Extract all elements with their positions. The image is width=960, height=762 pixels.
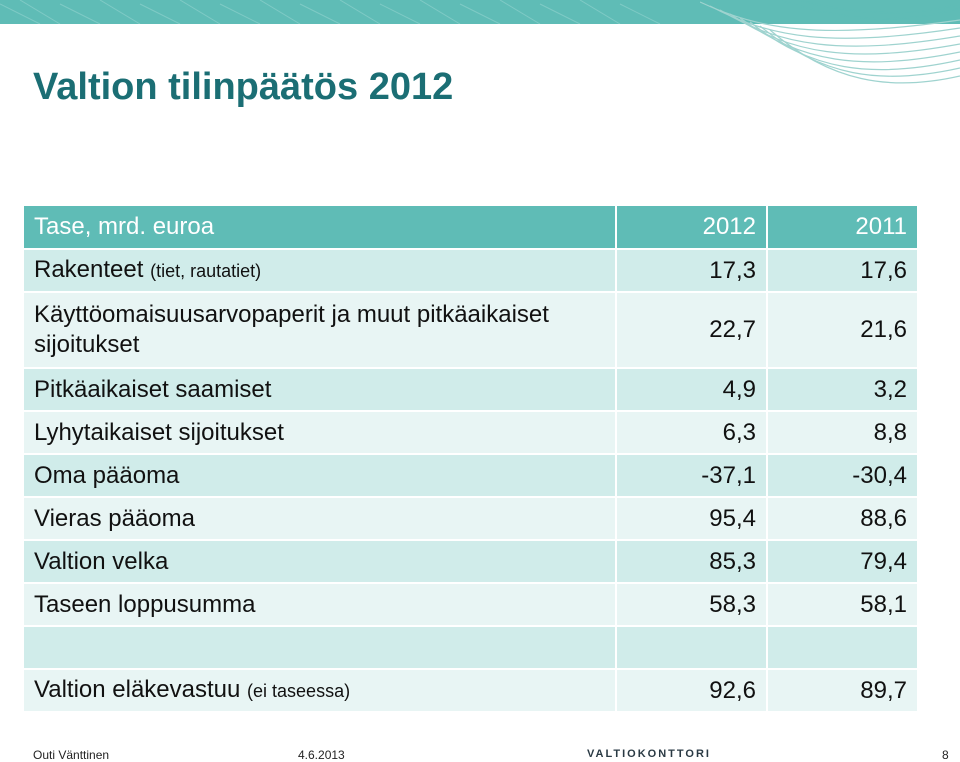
table-row: Pitkäaikaiset saamiset 4,9 3,2 — [22, 367, 919, 412]
value-2011: 3,2 — [766, 367, 919, 412]
value-2012: 6,3 — [615, 410, 768, 455]
top-color-band — [0, 0, 960, 24]
row-label: Valtion eläkevastuu (ei taseessa) — [22, 668, 617, 713]
table-row: Valtion eläkevastuu (ei taseessa) 92,6 8… — [22, 668, 919, 713]
row-label: Valtion velka — [22, 539, 617, 584]
table-row: Vieras pääoma 95,4 88,6 — [22, 496, 919, 541]
row-label: Rakenteet (tiet, rautatiet) — [22, 248, 617, 293]
wave-lines-decoration — [700, 0, 960, 84]
footer-page-number: 8 — [942, 748, 949, 762]
header-label: Tase, mrd. euroa — [22, 204, 617, 250]
value-2011: 17,6 — [766, 248, 919, 293]
value-2011: 89,7 — [766, 668, 919, 713]
value-2012: 92,6 — [615, 668, 768, 713]
row-label: Taseen loppusumma — [22, 582, 617, 627]
value-2011: 88,6 — [766, 496, 919, 541]
value-2012 — [615, 625, 768, 670]
value-2011: 21,6 — [766, 291, 919, 369]
valtiokonttori-logo: VALTIOKONTTORI — [587, 748, 711, 760]
row-label: Käyttöomaisuusarvopaperit ja muut pitkäa… — [22, 291, 617, 369]
value-2012: 17,3 — [615, 248, 768, 293]
value-2012: 22,7 — [615, 291, 768, 369]
row-label: Vieras pääoma — [22, 496, 617, 541]
value-2012: 58,3 — [615, 582, 768, 627]
value-2011 — [766, 625, 919, 670]
row-label — [22, 625, 617, 670]
row-label-note: (ei taseessa) — [247, 681, 351, 701]
value-2012: 4,9 — [615, 367, 768, 412]
table-row: Lyhytaikaiset sijoitukset 6,3 8,8 — [22, 410, 919, 455]
row-label-text: Rakenteet — [34, 256, 144, 283]
row-label-text: Valtion eläkevastuu — [34, 676, 241, 703]
value-2012: 85,3 — [615, 539, 768, 584]
table-row: Käyttöomaisuusarvopaperit ja muut pitkäa… — [22, 291, 919, 369]
row-label: Lyhytaikaiset sijoitukset — [22, 410, 617, 455]
row-label: Pitkäaikaiset saamiset — [22, 367, 617, 412]
value-2012: 95,4 — [615, 496, 768, 541]
footer-author: Outi Vänttinen — [33, 748, 110, 762]
table-row: Rakenteet (tiet, rautatiet) 17,3 17,6 — [22, 248, 919, 293]
value-2012: -37,1 — [615, 453, 768, 498]
row-label-note: (tiet, rautatiet) — [150, 261, 262, 281]
value-2011: 8,8 — [766, 410, 919, 455]
value-2011: 58,1 — [766, 582, 919, 627]
header-year-2012: 2012 — [615, 204, 768, 250]
value-2011: 79,4 — [766, 539, 919, 584]
table-row: Taseen loppusumma 58,3 58,1 — [22, 582, 919, 627]
table-header-row: Tase, mrd. euroa 2012 2011 — [22, 204, 919, 250]
table-row: Valtion velka 85,3 79,4 — [22, 539, 919, 584]
value-2011: -30,4 — [766, 453, 919, 498]
table-row-empty — [22, 625, 919, 670]
table-row: Oma pääoma -37,1 -30,4 — [22, 453, 919, 498]
header-year-2011: 2011 — [766, 204, 919, 250]
balance-sheet-table: Tase, mrd. euroa 2012 2011 Rakenteet (ti… — [22, 204, 919, 713]
footer-date: 4.6.2013 — [298, 748, 345, 762]
band-pattern — [0, 0, 661, 24]
row-label: Oma pääoma — [22, 453, 617, 498]
slide-title: Valtion tilinpäätös 2012 — [33, 66, 454, 108]
